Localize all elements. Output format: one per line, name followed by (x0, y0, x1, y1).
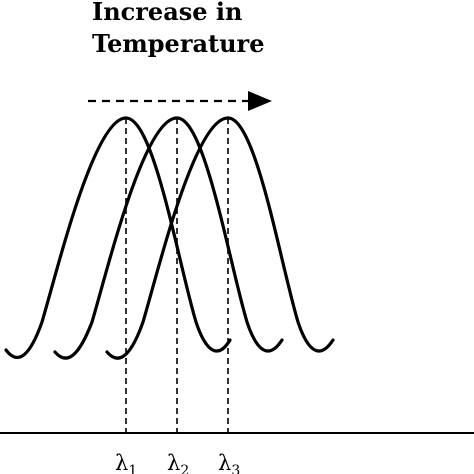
direction-arrow-head (248, 91, 272, 111)
peak-curve-3 (105, 116, 335, 360)
peak-3-label: λ3 (218, 451, 240, 474)
title-line-1: Increase in (92, 0, 242, 26)
peak-2-label: λ2 (167, 451, 189, 474)
peak-curve-1 (4, 116, 232, 359)
peak-curve-2 (53, 116, 284, 360)
title-line-2: Temperature (92, 29, 264, 58)
peak-1-label: λ1 (115, 451, 137, 474)
